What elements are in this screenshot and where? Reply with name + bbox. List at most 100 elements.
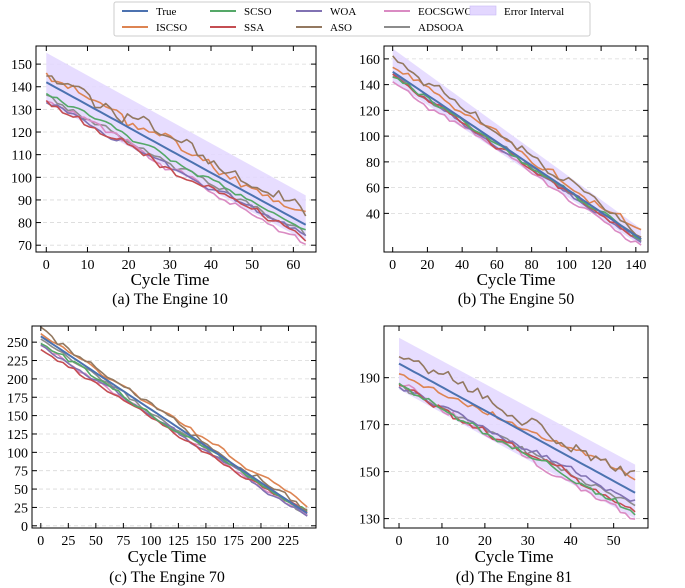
legend-entry-eocsgwo: EOCSGWO <box>384 6 472 18</box>
y-tick-label: 70 <box>18 239 32 254</box>
legend-label: Error Interval <box>504 6 564 18</box>
error-interval-band <box>46 52 306 241</box>
panel-caption: (a) The Engine 10 <box>112 291 228 308</box>
legend-entry-true: True <box>122 6 176 18</box>
axes-frame <box>383 325 649 529</box>
x-tick-label: 0 <box>389 258 396 273</box>
y-tick-label: 250 <box>7 336 28 351</box>
y-tick-label: 150 <box>359 466 380 481</box>
series-scso <box>40 342 308 512</box>
legend: True ISCSO SCSO SSA WOA ASO EOCSGWO ADSOOA Error… <box>113 1 591 37</box>
x-tick-label: 125 <box>168 534 189 549</box>
y-tick-label: 60 <box>366 182 380 197</box>
y-tick-label: 225 <box>7 355 28 370</box>
legend-label: ADSOOA <box>418 22 464 34</box>
series-aso <box>46 75 307 217</box>
y-tick-label: 80 <box>366 156 380 171</box>
legend-label: SSA <box>244 22 264 34</box>
y-tick-label: 140 <box>11 81 32 96</box>
x-tick-label: 30 <box>163 258 177 273</box>
panel-engine-10: 70 80 90 100 110 120 130 140 150 0 10 20 30 40 50 60 Cy… <box>11 45 317 308</box>
legend-label: ISCSO <box>156 22 187 34</box>
x-tick-label: 0 <box>37 534 44 549</box>
legend-entry-aso: ASO <box>296 22 352 34</box>
panel-caption: (c) The Engine 70 <box>109 569 225 586</box>
x-tick-label: 40 <box>204 258 218 273</box>
series-aso <box>40 326 308 511</box>
x-tick-label: 175 <box>223 534 244 549</box>
x-tick-label: 20 <box>478 534 492 549</box>
legend-label: EOCSGWO <box>418 6 472 18</box>
series-scso <box>398 383 636 516</box>
y-tick-label: 190 <box>359 372 380 387</box>
x-tick-label: 0 <box>43 258 50 273</box>
legend-label: WOA <box>330 6 356 18</box>
y-tick-label: 75 <box>14 465 28 480</box>
axes-frame <box>35 45 317 253</box>
panel-engine-70: 0 25 50 75 100 125 150 175 200 225 250 0 25 50 75 100 12… <box>7 325 317 586</box>
series-iscso <box>40 332 308 508</box>
x-tick-label: 120 <box>591 258 612 273</box>
legend-entry-ssa: SSA <box>210 22 264 34</box>
y-tick-label: 130 <box>11 103 32 118</box>
y-tick-label: 110 <box>12 149 32 164</box>
series-true <box>40 335 308 515</box>
x-tick-label: 40 <box>455 258 469 273</box>
series-woa <box>45 101 307 236</box>
series-aso <box>392 55 642 238</box>
x-tick-label: 75 <box>116 534 130 549</box>
series-true <box>398 362 636 494</box>
panel-caption: (d) The Engine 81 <box>456 569 573 586</box>
y-tick-label: 90 <box>18 194 32 209</box>
x-axis-label: Cycle Time <box>475 547 554 566</box>
x-tick-label: 0 <box>396 534 403 549</box>
y-tick-label: 200 <box>7 373 28 388</box>
x-tick-label: 150 <box>195 534 216 549</box>
legend-entry-scso: SCSO <box>210 6 272 18</box>
x-axis-label: Cycle Time <box>128 547 207 566</box>
y-tick-label: 0 <box>21 520 28 535</box>
x-tick-label: 40 <box>564 534 578 549</box>
x-tick-label: 50 <box>89 534 103 549</box>
y-tick-label: 80 <box>18 217 32 232</box>
legend-entry-adsooa: ADSOOA <box>384 22 464 34</box>
series-ssa <box>45 99 307 242</box>
x-tick-label: 80 <box>525 258 539 273</box>
x-axis-label: Cycle Time <box>131 270 210 289</box>
series-ssa <box>40 348 308 513</box>
legend-entry-error-interval: Error Interval <box>469 5 564 18</box>
series-ssa <box>398 384 636 513</box>
x-tick-label: 50 <box>245 258 259 273</box>
y-tick-label: 175 <box>7 391 28 406</box>
x-tick-label: 20 <box>122 258 136 273</box>
legend-label: ASO <box>330 22 352 34</box>
y-tick-label: 160 <box>359 53 380 68</box>
y-tick-label: 140 <box>359 79 380 94</box>
x-tick-label: 60 <box>490 258 504 273</box>
x-tick-label: 10 <box>80 258 94 273</box>
y-tick-label: 150 <box>11 58 32 73</box>
y-tick-label: 100 <box>359 130 380 145</box>
x-tick-label: 100 <box>140 534 161 549</box>
x-tick-label: 100 <box>556 258 577 273</box>
x-tick-label: 30 <box>521 534 535 549</box>
y-tick-label: 50 <box>14 483 28 498</box>
series-eocsgwo <box>392 81 642 246</box>
x-tick-label: 140 <box>625 258 646 273</box>
y-tick-label: 170 <box>359 419 380 434</box>
y-tick-label: 25 <box>14 501 28 516</box>
panel-engine-50: 40 60 80 100 120 140 160 0 20 40 60 80 100 120 140 Cyc… <box>359 45 649 308</box>
x-tick-label: 200 <box>250 534 271 549</box>
x-axis-label: Cycle Time <box>477 270 556 289</box>
legend-swatch <box>469 5 497 16</box>
y-tick-label: 130 <box>359 513 380 528</box>
series-true <box>45 81 307 226</box>
y-tick-label: 120 <box>359 104 380 119</box>
x-tick-label: 50 <box>607 534 621 549</box>
legend-label: SCSO <box>244 6 272 18</box>
y-tick-label: 125 <box>7 428 28 443</box>
axes-frame <box>383 45 649 253</box>
series-woa <box>40 344 308 517</box>
axes-frame <box>31 325 317 529</box>
